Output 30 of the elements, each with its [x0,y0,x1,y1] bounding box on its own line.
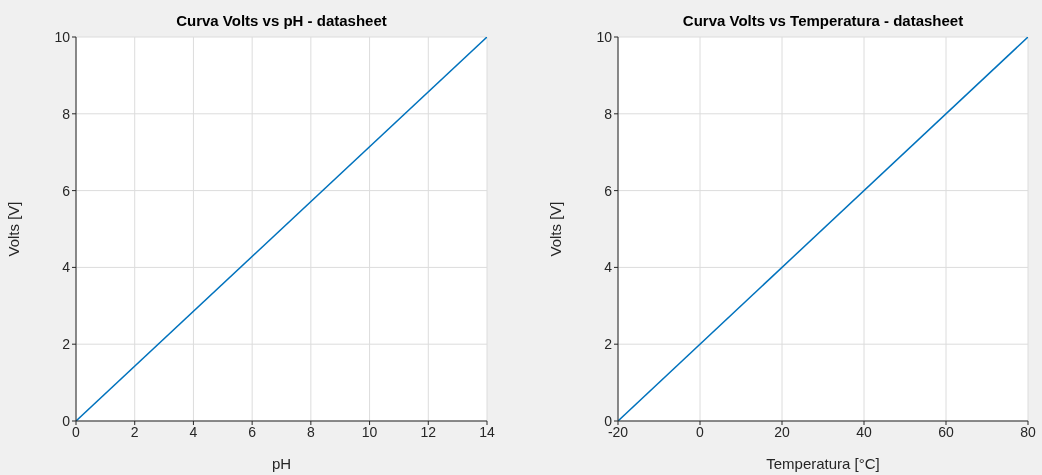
x-axis-title: Temperatura [°C] [766,455,880,472]
x-tick-label: 60 [938,423,954,440]
x-tick-label: 80 [1020,423,1036,440]
y-tick-label: 8 [604,105,613,122]
x-tick-label: 40 [856,423,872,440]
x-tick-label: 14 [479,423,495,440]
x-tick-label: 12 [420,423,437,440]
y-tick-label: 4 [604,259,613,276]
x-tick-label: 2 [130,423,139,440]
x-axis-title: pH [271,455,292,472]
y-tick-label: 10 [54,28,71,45]
x-tick-label: 4 [189,423,198,440]
x-tick-label: 8 [306,423,315,440]
y-tick-label: 4 [62,259,71,276]
chart-title: Curva Volts vs Temperatura - datasheet [681,12,965,29]
chart-title: Curva Volts vs pH - datasheet [175,12,388,29]
y-axis-title: Volts [V] [547,201,565,257]
y-tick-label: 8 [62,105,71,122]
y-tick-label: 0 [604,412,613,429]
y-axis-title: Volts [V] [5,201,23,257]
y-tick-label: 0 [62,412,71,429]
y-tick-label: 2 [604,336,613,353]
x-tick-label: 20 [774,423,790,440]
y-tick-label: 6 [62,182,71,199]
x-tick-label: 0 [696,423,705,440]
x-tick-label: 6 [248,423,257,440]
y-tick-label: 2 [62,336,71,353]
y-tick-label: 10 [596,28,613,45]
y-tick-label: 6 [604,182,613,199]
x-tick-label: 10 [361,423,378,440]
